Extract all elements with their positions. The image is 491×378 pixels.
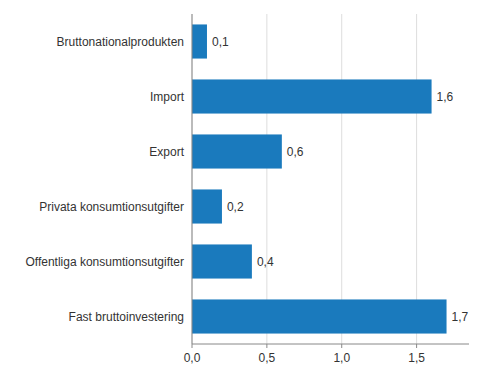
grid-line — [192, 14, 193, 344]
chart-container: 0,0 0,5 1,0 1,5 1,7 0,4 0,2 0,6 1,6 0,1 Fast brutt… — [0, 0, 491, 378]
tick-label: 0,0 — [184, 351, 201, 365]
category-label: Fast bruttoinvestering — [69, 310, 184, 324]
data-label: 1,6 — [437, 90, 454, 104]
grid — [192, 14, 417, 344]
data-label: 0,1 — [212, 35, 229, 49]
category-label: Offentliga konsumtionsutgifter — [25, 255, 184, 269]
data-label: 0,6 — [287, 145, 304, 159]
y-axis-line — [192, 14, 193, 344]
category-label: Export — [149, 145, 184, 159]
data-label: 0,2 — [227, 200, 244, 214]
tick-mark — [266, 344, 267, 348]
bar — [192, 244, 252, 278]
category-label: Bruttonationalprodukten — [57, 35, 184, 49]
data-labels: 1,7 0,4 0,2 0,6 1,6 0,1 — [212, 35, 469, 324]
x-axis: 0,0 0,5 1,0 1,5 — [184, 344, 469, 365]
bar — [192, 189, 222, 223]
tick-mark — [416, 344, 417, 348]
grid-line — [266, 14, 267, 344]
bar — [192, 299, 447, 333]
grid-line — [341, 14, 342, 344]
bar — [192, 24, 207, 58]
tick-label: 1,5 — [408, 351, 425, 365]
x-axis-line — [192, 344, 469, 345]
tick-mark — [192, 344, 193, 348]
category-label: Import — [150, 90, 185, 104]
data-label: 1,7 — [452, 310, 469, 324]
y-axis: Fast bruttoinvestering Offentliga konsumt… — [25, 14, 192, 344]
bar — [192, 134, 282, 168]
grid-line — [416, 14, 417, 344]
chart-svg: 0,0 0,5 1,0 1,5 1,7 0,4 0,2 0,6 1,6 0,1 Fast brutt… — [0, 0, 491, 378]
category-label: Privata konsumtionsutgifter — [39, 200, 184, 214]
bars — [192, 24, 447, 333]
tick-label: 0,5 — [259, 351, 276, 365]
bar — [192, 79, 432, 113]
tick-label: 1,0 — [333, 351, 350, 365]
data-label: 0,4 — [257, 255, 274, 269]
tick-mark — [341, 344, 342, 348]
